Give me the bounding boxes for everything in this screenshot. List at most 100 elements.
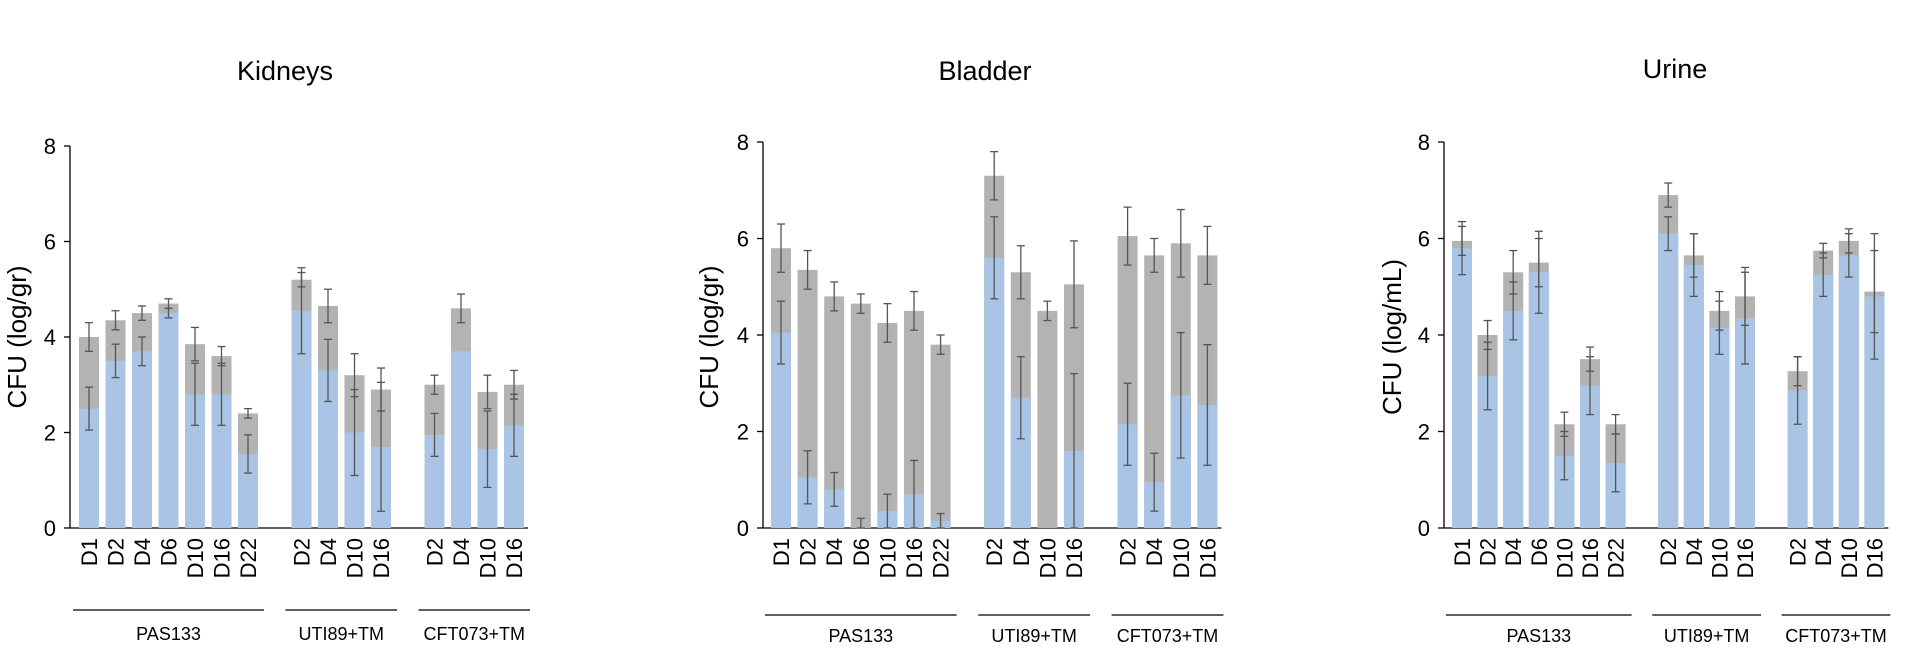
group-label: UTI89+TM [1664, 626, 1750, 646]
x-tick-label: D4 [1009, 538, 1034, 566]
bar-blue [344, 432, 365, 528]
y-tick-label: 6 [44, 230, 56, 255]
bar-blue [424, 434, 445, 528]
bar-blue [1580, 385, 1600, 528]
x-tick-label: D16 [369, 538, 394, 578]
bar-grey [797, 269, 818, 528]
group-label: CFT073+TM [1117, 626, 1219, 646]
y-tick-label: 0 [1418, 516, 1430, 541]
y-tick-label: 6 [1418, 227, 1430, 252]
group-label: UTI89+TM [991, 626, 1077, 646]
y-tick-label: 2 [737, 420, 749, 445]
bar-blue [185, 394, 205, 528]
y-tick-label: 4 [737, 323, 749, 348]
x-tick-label: D16 [210, 538, 235, 578]
bar-blue [1709, 327, 1730, 528]
x-tick-label: D4 [316, 538, 341, 566]
bar-grey [824, 296, 845, 528]
bar-blue [318, 370, 338, 528]
x-tick-label: D4 [822, 538, 847, 566]
group-label: PAS133 [136, 624, 201, 644]
x-tick-label: D10 [1552, 538, 1577, 578]
y-tick-label: 8 [737, 130, 749, 155]
group-label: PAS133 [828, 626, 893, 646]
x-tick-label: D2 [104, 538, 129, 566]
x-tick-label: D2 [423, 538, 448, 566]
y-tick-label: 2 [1418, 420, 1430, 445]
y-tick-label: 6 [737, 227, 749, 252]
chart-title: Kidneys [237, 56, 333, 86]
y-tick-label: 4 [1418, 323, 1430, 348]
x-tick-label: D2 [796, 538, 821, 566]
bar-blue [1010, 397, 1031, 528]
bar-blue [1170, 395, 1191, 528]
x-tick-label: D4 [1682, 538, 1707, 566]
bar-blue [1605, 462, 1626, 528]
bar-blue [1197, 404, 1218, 528]
y-axis-label: CFU (log/gr) [2, 265, 32, 408]
chart-urine: Urine CFU (log/mL) PAS133 UTI89+TM CFT073+TM… [1377, 54, 1891, 646]
bar-blue [1477, 376, 1498, 528]
x-tick-label: D16 [1062, 538, 1087, 578]
x-tick-label: D10 [1837, 538, 1862, 578]
x-tick-label: D4 [449, 538, 474, 566]
bar-blue [1658, 233, 1679, 529]
bar-blue [1554, 455, 1575, 528]
bar-blue [1528, 272, 1549, 528]
bar-blue [1683, 265, 1704, 528]
chart-title: Bladder [938, 56, 1031, 86]
bar-blue [238, 453, 258, 528]
y-tick-label: 8 [44, 134, 56, 159]
bar-blue [504, 425, 524, 528]
bar-blue [1787, 390, 1808, 528]
bar-blue [1117, 424, 1138, 528]
x-tick-label: D16 [502, 538, 527, 578]
x-tick-label: D4 [130, 538, 155, 566]
y-tick-label: 2 [44, 421, 56, 446]
x-tick-label: D10 [1035, 538, 1060, 578]
bar-blue [1864, 296, 1885, 528]
x-tick-label: D4 [1142, 538, 1167, 566]
bar-blue [211, 394, 232, 528]
bar-blue [1813, 274, 1834, 528]
x-tick-label: D2 [1116, 538, 1141, 566]
x-tick-label: D4 [1501, 538, 1526, 566]
y-tick-label: 4 [44, 325, 56, 350]
x-tick-label: D10 [343, 538, 368, 578]
x-tick-label: D1 [77, 538, 102, 566]
x-tick-label: D16 [1733, 538, 1758, 578]
bar-grey [1037, 310, 1058, 528]
group-label: PAS133 [1506, 626, 1571, 646]
x-tick-label: D10 [476, 538, 501, 578]
x-tick-label: D16 [1578, 538, 1603, 578]
y-tick-label: 0 [737, 516, 749, 541]
x-tick-label: D10 [1169, 538, 1194, 578]
x-tick-label: D10 [1707, 538, 1732, 578]
x-tick-label: D2 [982, 538, 1007, 566]
bar-grey [877, 322, 898, 528]
x-tick-label: D10 [183, 538, 208, 578]
bar-blue [451, 351, 471, 528]
x-tick-label: D2 [1656, 538, 1681, 566]
x-tick-label: D16 [902, 538, 927, 578]
x-tick-label: D22 [1604, 538, 1629, 578]
bar-blue [824, 489, 845, 528]
x-tick-label: D1 [1450, 538, 1475, 566]
bar-blue [1838, 255, 1859, 528]
x-tick-label: D2 [1476, 538, 1501, 566]
x-tick-label: D16 [1862, 538, 1887, 578]
x-tick-label: D4 [1811, 538, 1836, 566]
bar-grey [904, 310, 924, 528]
chart-kidneys: Kidneys CFU (log/gr) PAS133 UTI89+TM CFT073+… [2, 56, 530, 644]
chart-bladder: Bladder CFU (log/gr) PAS133 UTI89+TM CFT073+… [694, 56, 1224, 646]
bar-blue [105, 360, 126, 528]
group-label: CFT073+TM [423, 624, 525, 644]
x-tick-label: D2 [290, 538, 315, 566]
bar-grey [1144, 255, 1165, 528]
group-label: CFT073+TM [1785, 626, 1887, 646]
x-tick-label: D2 [1786, 538, 1811, 566]
bar-blue [158, 313, 179, 528]
x-tick-label: D22 [236, 538, 261, 578]
bar-blue [771, 332, 791, 528]
